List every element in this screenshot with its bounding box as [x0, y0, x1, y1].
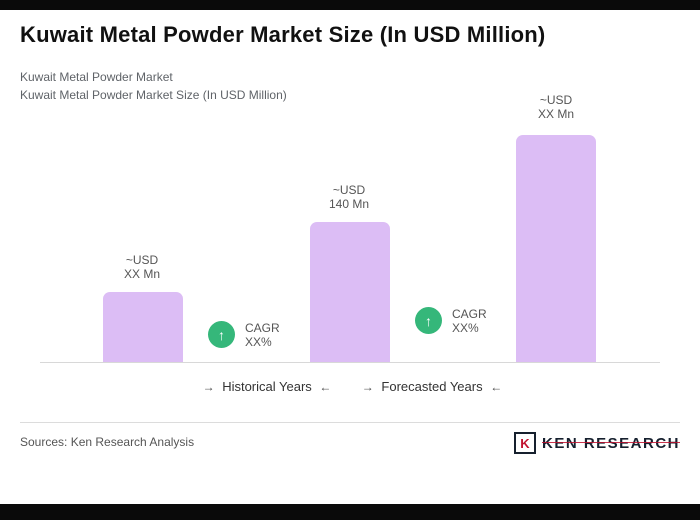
bar-label-line2: XX Mn: [123, 267, 160, 281]
cagr-up-icon: ↑: [208, 321, 235, 348]
forecasted-years-text: Forecasted Years: [381, 379, 483, 394]
bar-label: ~USD XX Mn: [496, 93, 616, 121]
cagr-value: XX%: [245, 335, 272, 349]
bar-forecast: [516, 135, 596, 362]
cagr-label: CAGR: [452, 307, 487, 321]
bar-label-line2: XX Mn: [537, 107, 574, 121]
top-black-band: [0, 0, 700, 10]
sources-text: Sources: Ken Research Analysis: [20, 435, 195, 449]
subtitle-market: Kuwait Metal Powder Market: [20, 70, 173, 84]
right-arrow-icon: →: [361, 380, 374, 394]
page-title: Kuwait Metal Powder Market Size (In USD …: [20, 22, 546, 47]
up-arrow-icon: ↑: [425, 312, 432, 329]
bar-label: ~USD XX Mn: [82, 253, 202, 281]
bar-historical: [103, 292, 183, 362]
cagr-annotation: CAGR XX%: [245, 321, 280, 349]
cagr-annotation: CAGR XX%: [452, 307, 487, 335]
bar-base-year: [310, 222, 390, 362]
subtitle-market-size: Kuwait Metal Powder Market Size (In USD …: [20, 88, 287, 102]
logo-k-icon: K: [513, 432, 536, 454]
right-arrow-icon: →: [202, 380, 215, 394]
bottom-black-band: [0, 504, 700, 520]
logo-wordmark: Ken Research: [541, 434, 681, 452]
bar-label-line2: 140 Mn: [328, 197, 370, 211]
left-arrow-icon: ←: [319, 380, 332, 394]
cagr-up-icon: ↑: [415, 307, 442, 334]
historical-years-label: → Historical Years ←: [172, 379, 362, 394]
historical-years-text: Historical Years: [222, 379, 312, 394]
forecasted-years-label: → Forecasted Years ←: [337, 379, 527, 394]
bar-label-line1: ~USD: [125, 253, 159, 267]
cagr-label: CAGR: [245, 321, 280, 335]
up-arrow-icon: ↑: [218, 326, 225, 343]
cagr-value: XX%: [452, 321, 479, 335]
left-arrow-icon: ←: [490, 380, 503, 394]
ken-research-logo: K Ken Research: [513, 432, 681, 454]
bar-label-line1: ~USD: [539, 93, 573, 107]
bar-label-line1: ~USD: [332, 183, 366, 197]
bar-label: ~USD 140 Mn: [289, 183, 409, 211]
footer-divider: [20, 422, 680, 423]
chart-baseline: [40, 362, 660, 363]
